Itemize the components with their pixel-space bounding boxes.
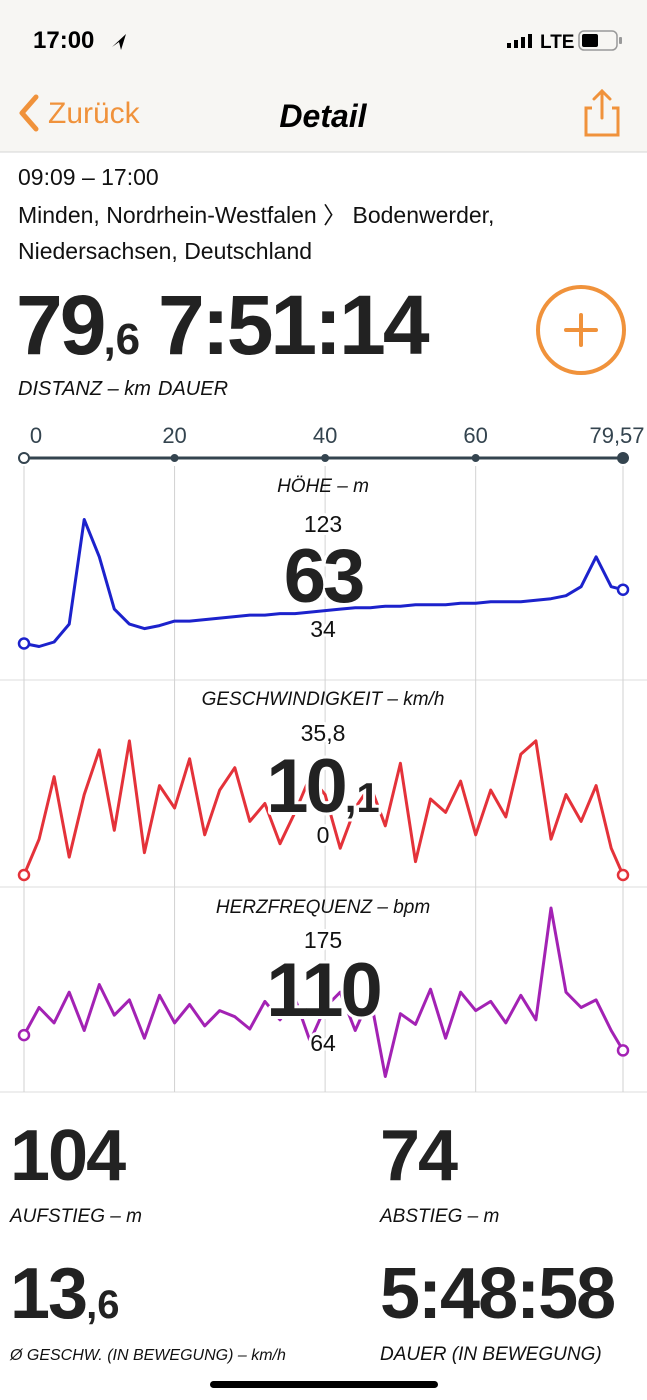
location-icon — [112, 34, 126, 50]
chart-current-int: 10 — [266, 744, 345, 829]
home-indicator — [210, 1381, 438, 1388]
chart-min: 34 — [310, 616, 336, 642]
chart-current: 110 — [266, 948, 380, 1033]
chart-max: 35,8 — [301, 720, 346, 746]
route-line: Minden, Nordrhein-Westfalen 〉 Bodenwerde… — [18, 202, 494, 228]
endpoint-dot — [17, 868, 31, 882]
stat-label: DAUER (IN BEWEGUNG) — [380, 1344, 602, 1365]
route-line: Niedersachsen, Deutschland — [18, 238, 312, 264]
stat-value: 74 — [380, 1116, 458, 1196]
status-time: 17:00 — [33, 27, 94, 54]
stat-label: Ø GESCHW. (IN BEWEGUNG) – km/h — [9, 1347, 286, 1364]
chart-current-int: 110 — [266, 948, 380, 1033]
chart-current: 10,1 — [266, 744, 380, 829]
distance-int: 79 — [16, 278, 104, 372]
distance-label: DISTANZ – km — [18, 378, 151, 400]
duration-label: DAUER — [158, 378, 228, 400]
x-tick-dot — [18, 452, 30, 464]
distance-value: 79,6 — [16, 278, 140, 372]
chart-title: GESCHWINDIGKEIT – km/h — [202, 689, 445, 710]
status-network: LTE — [540, 32, 574, 53]
battery-icon — [578, 30, 622, 51]
top-bar-bg — [0, 0, 647, 152]
duration-value: 7:51:14 — [158, 278, 430, 372]
chart-current-frac: ,1 — [345, 774, 380, 821]
nav-title: Detail — [279, 98, 367, 134]
x-tick-label: 0 — [30, 423, 42, 448]
back-button[interactable]: Zurück — [19, 94, 141, 132]
chart-current: 63 — [284, 534, 363, 619]
time-range: 09:09 – 17:00 — [18, 164, 159, 190]
chart-title: HÖHE – m — [277, 476, 369, 497]
share-button[interactable] — [584, 88, 620, 137]
add-button[interactable] — [536, 285, 626, 375]
chart-line — [23, 518, 624, 648]
x-tick-dot — [170, 454, 179, 462]
x-tick-label: 79,57 — [589, 423, 644, 448]
chart-current-int: 63 — [284, 534, 363, 619]
stat-frac: ,6 — [86, 1283, 119, 1327]
distance-frac: ,6 — [103, 315, 140, 364]
x-tick-dot — [321, 454, 330, 462]
stat-value: 13,6 — [10, 1254, 119, 1334]
chart-min: 0 — [317, 822, 330, 848]
endpoint-dot — [17, 1028, 31, 1042]
stat-label: ABSTIEG – m — [379, 1206, 499, 1227]
endpoint-dot — [616, 583, 630, 596]
x-tick-dot — [471, 454, 480, 462]
chart-max: 175 — [304, 927, 342, 953]
chart-min: 64 — [310, 1030, 336, 1056]
endpoint-dot — [616, 868, 630, 882]
endpoint-dot — [616, 1044, 630, 1057]
x-tick-label: 40 — [313, 423, 337, 448]
x-tick-label: 20 — [162, 423, 186, 448]
x-tick-label: 60 — [463, 423, 487, 448]
x-tick-dot — [617, 452, 629, 464]
chart-max: 123 — [304, 511, 342, 537]
chart-line — [22, 906, 625, 1078]
stat-value: 104 — [10, 1116, 126, 1196]
stat-label: AUFSTIEG – m — [9, 1206, 142, 1227]
chart-title: HERZFREQUENZ – bpm — [216, 897, 430, 918]
chart-line — [22, 739, 625, 876]
endpoint-dot — [17, 637, 31, 650]
stat-value: 5:48:58 — [380, 1254, 614, 1334]
back-label[interactable]: Zurück — [48, 97, 141, 130]
signal-icon — [507, 34, 532, 48]
stat-int: 13 — [10, 1254, 86, 1334]
